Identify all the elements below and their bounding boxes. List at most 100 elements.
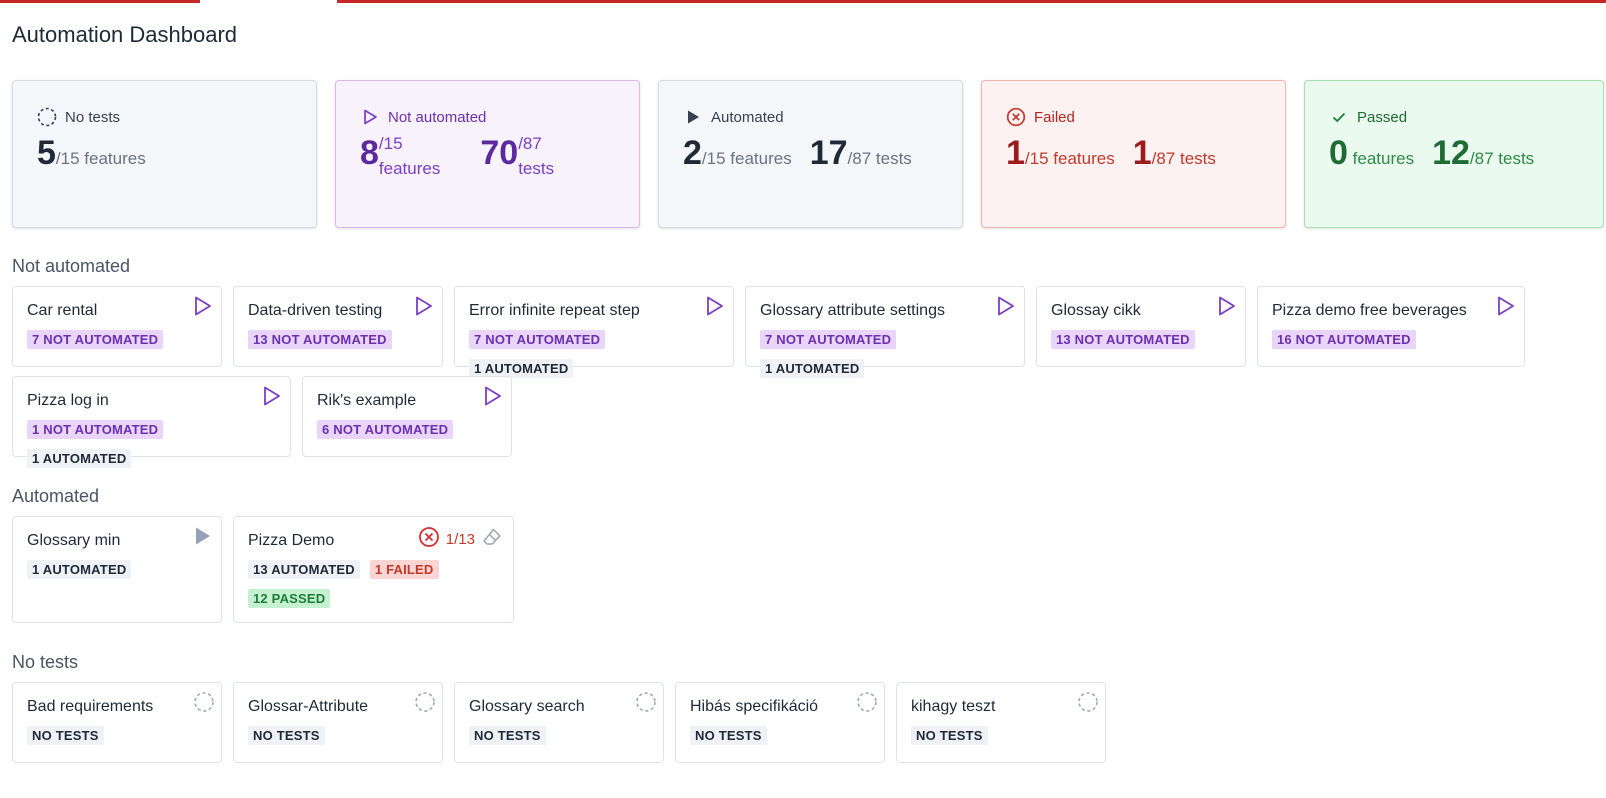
tests-count: 17 [809,134,848,172]
play-outline-icon[interactable] [193,295,213,317]
feature-title: Data-driven testing [248,302,383,319]
not-automated-badge: 1 NOT AUTOMATED [27,420,164,439]
not-automated-badge: 13 NOT AUTOMATED [248,330,392,349]
top-bar-segment [337,0,1606,3]
no-tests-badge: NO TESTS [27,726,104,745]
summary-label: Not automated [388,108,487,126]
feature-card[interactable]: Bad requirements NO TESTS [12,682,222,763]
feature-card[interactable]: Pizza Demo 13 AUTOMATED 1 FAILED 12 PASS… [233,516,514,623]
dashed-circle-icon [37,107,57,127]
no-tests-badge: NO TESTS [248,726,325,745]
feature-card[interactable]: kihagy teszt NO TESTS [896,682,1106,763]
summary-label: Failed [1034,108,1075,126]
passed-badge: 12 PASSED [248,589,331,608]
automated-badge: 1 AUTOMATED [760,359,865,378]
tests-stat: 1/87 tests [1133,133,1216,173]
feature-card[interactable]: Car rental 7 NOT AUTOMATED [12,286,222,367]
feature-title: Rik's example [317,392,417,409]
feature-card[interactable]: Rik's example 6 NOT AUTOMATED [302,376,512,457]
play-outline-icon[interactable] [705,295,725,317]
features-word: features [378,159,441,178]
x-circle-icon [1006,107,1026,127]
features-suffix: /15 features [701,149,792,168]
tests-count: 70 [480,134,519,172]
no-tests-badge: NO TESTS [911,726,988,745]
summary-card-passed[interactable]: Passed 0 features 12/87 tests [1304,80,1604,228]
not-automated-badge: 7 NOT AUTOMATED [760,330,897,349]
features-count: 5 [37,134,56,172]
feature-title: Pizza log in [27,392,109,409]
fail-ratio: 1/13 [418,526,503,552]
summary-card-not-automated[interactable]: Not automated 8 /15 features 70 /87 test… [335,80,640,228]
dashed-circle-icon [635,691,656,713]
automated-badge: 1 AUTOMATED [27,449,132,468]
summary-label: No tests [65,108,121,126]
eraser-icon[interactable] [481,526,503,552]
summary-label: Passed [1357,108,1408,126]
summary-card-automated[interactable]: Automated 2/15 features 17/87 tests [658,80,963,228]
feature-card[interactable]: Data-driven testing 13 NOT AUTOMATED [233,286,443,367]
check-icon [1329,107,1349,127]
tests-suffix: /87 [518,134,542,153]
tests-stat: 12/87 tests [1432,133,1534,173]
tests-suffix: /87 tests [1469,149,1535,168]
summary-cards: No tests 5/15 features Not automated 8 /… [12,80,1604,228]
summary-card-no-tests[interactable]: No tests 5/15 features [12,80,317,228]
not-automated-row-2: Pizza log in 1 NOT AUTOMATED 1 AUTOMATED… [12,376,512,468]
feature-card[interactable]: Pizza log in 1 NOT AUTOMATED 1 AUTOMATED [12,376,291,468]
feature-card[interactable]: Glossary min 1 AUTOMATED [12,516,222,623]
no-tests-row: Bad requirements NO TESTS Glossar-Attrib… [12,682,1106,763]
feature-title: Glossary min [27,532,121,549]
features-stat: 1/15 features [1006,133,1115,173]
feature-card[interactable]: Hibás specifikáció NO TESTS [675,682,885,763]
summary-card-failed[interactable]: Failed 1/15 features 1/87 tests [981,80,1286,228]
features-suffix: /15 [378,134,403,153]
fail-ratio-text: 1/13 [445,530,475,548]
not-automated-badge: 13 NOT AUTOMATED [1051,330,1195,349]
play-filled-icon [683,107,703,127]
features-stat: 2/15 features [683,133,792,173]
automated-badge: 1 AUTOMATED [469,359,574,378]
feature-title: Error infinite repeat step [469,302,640,319]
dashed-circle-icon [856,691,877,713]
no-tests-badge: NO TESTS [690,726,767,745]
feature-title: Car rental [27,302,98,319]
feature-title: Glossay cikk [1051,302,1141,319]
features-stat: 8 /15 features [360,133,440,183]
features-stat: 5/15 features [37,133,146,173]
dashed-circle-icon [1077,691,1098,713]
play-outline-icon[interactable] [1496,295,1516,317]
feature-card[interactable]: Glossary attribute settings 7 NOT AUTOMA… [745,286,1025,378]
play-outline-icon [360,107,380,127]
top-bar-segment [0,0,200,3]
features-stat: 0 features [1329,133,1414,173]
features-count: 0 [1329,134,1348,172]
feature-card[interactable]: Glossay cikk 13 NOT AUTOMATED [1036,286,1246,367]
dashed-circle-icon [414,691,435,713]
play-outline-icon[interactable] [483,385,503,407]
not-automated-badge: 7 NOT AUTOMATED [27,330,164,349]
play-filled-icon[interactable] [193,525,213,547]
automated-badge: 1 AUTOMATED [27,560,132,579]
dashed-circle-icon [193,691,214,713]
features-suffix: /15 features [1024,149,1115,168]
play-outline-icon[interactable] [996,295,1016,317]
section-title-automated: Automated [12,486,100,506]
automated-badge: 13 AUTOMATED [248,560,360,579]
tests-suffix: /87 tests [1151,149,1216,168]
not-automated-badge: 16 NOT AUTOMATED [1272,330,1416,349]
play-outline-icon[interactable] [1217,295,1237,317]
feature-card[interactable]: Glossary search NO TESTS [454,682,664,763]
feature-card[interactable]: Glossar-Attribute NO TESTS [233,682,443,763]
section-title-no-tests: No tests [12,652,79,672]
tests-stat: 70 /87 tests [480,133,554,183]
feature-card[interactable]: Error infinite repeat step 7 NOT AUTOMAT… [454,286,734,378]
play-outline-icon[interactable] [262,385,282,407]
tests-stat: 17/87 tests [810,133,912,173]
not-automated-row-1: Car rental 7 NOT AUTOMATED Data-driven t… [12,286,1525,378]
page-title: Automation Dashboard [12,22,238,47]
features-count: 8 [360,134,379,172]
feature-title: Glossary search [469,698,585,715]
feature-card[interactable]: Pizza demo free beverages 16 NOT AUTOMAT… [1257,286,1525,367]
play-outline-icon[interactable] [414,295,434,317]
